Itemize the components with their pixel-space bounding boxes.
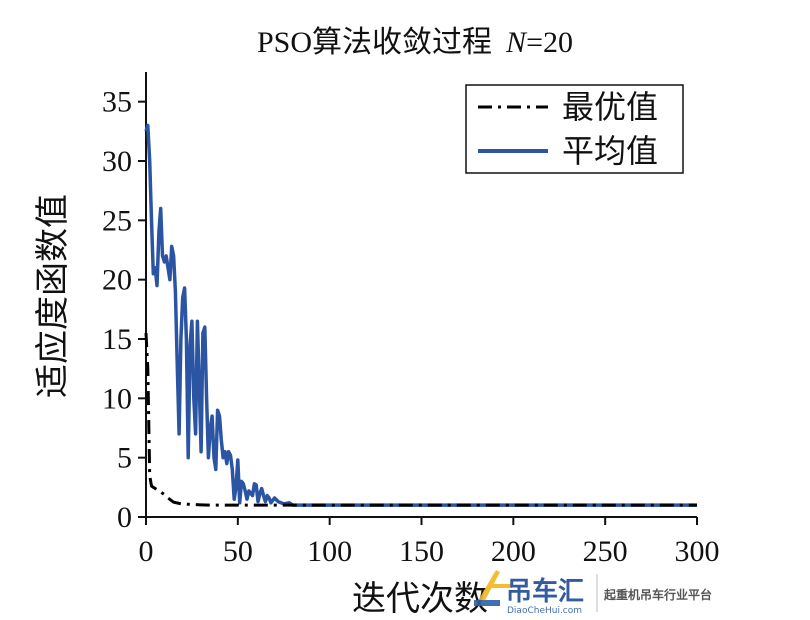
chart-title-param-symbol: N [505,26,528,59]
x-tick-label: 50 [223,535,253,568]
chart-title-param-value: =20 [526,26,573,59]
y-tick-label: 30 [102,145,132,178]
legend-label-average: 平均值 [562,133,658,169]
watermark-site: DiaoCheHui.com [507,606,582,616]
y-tick-label: 35 [102,86,132,119]
ticks: 0 50 100 150 200 250 300 0 5 10 15 20 25 30 35 [102,86,720,568]
chart-title-main: PSO算法收敛过程 [257,26,492,59]
y-axis-label: 适应度函数值 [34,194,72,398]
series-average-line [144,123,697,507]
x-tick-label: 250 [583,535,628,568]
y-tick-label: 5 [117,442,132,475]
watermark-slogan: 起重机吊车行业平台 [603,587,712,602]
watermark: 吊车汇 DiaoCheHui.com 起重机吊车行业平台 [474,570,712,616]
x-tick-label: 0 [139,535,154,568]
y-tick-label: 25 [102,204,132,237]
y-tick-label: 15 [102,323,132,356]
y-tick-label: 0 [117,501,132,534]
y-tick-label: 10 [102,382,132,415]
series-layer [144,123,697,507]
chart-title: PSO算法收敛过程 N=20 [257,26,573,59]
x-tick-label: 300 [675,535,720,568]
watermark-brand: 吊车汇 [506,576,584,607]
legend: 最优值 平均值 [465,84,684,174]
series-best-line [144,333,697,507]
x-tick-label: 150 [399,535,444,568]
x-tick-label: 100 [307,535,352,568]
crane-logo-icon [474,570,512,606]
legend-box [465,84,684,174]
y-tick-label: 20 [102,264,132,297]
legend-label-best: 最优值 [562,89,658,125]
x-axis-label: 迭代次数 [352,580,488,618]
x-tick-label: 200 [491,535,536,568]
